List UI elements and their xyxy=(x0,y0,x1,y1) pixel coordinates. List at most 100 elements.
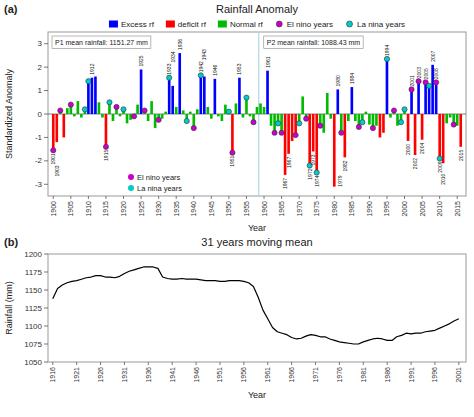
marker xyxy=(409,87,414,92)
x-tick xyxy=(363,362,364,365)
bar xyxy=(375,114,378,126)
bar xyxy=(259,103,262,114)
annotation: 1933 xyxy=(166,63,172,74)
marker xyxy=(304,116,309,121)
x-tick xyxy=(351,196,352,199)
annotation: 1953 xyxy=(236,63,242,74)
x-tick xyxy=(439,196,440,199)
y-tick-label: 1150 xyxy=(25,286,43,295)
x-tick-label: 1960 xyxy=(261,201,268,217)
bar xyxy=(94,77,97,114)
bar xyxy=(347,114,350,121)
x-tick xyxy=(411,362,412,365)
marker xyxy=(167,75,172,80)
x-tick-label: 1945 xyxy=(208,201,215,217)
legend-swatch xyxy=(109,21,118,28)
x-tick-label: 1986 xyxy=(384,367,391,383)
x-tick xyxy=(193,196,194,199)
x-tick-label: 1910 xyxy=(85,201,92,217)
annotation: 1984 xyxy=(349,73,355,84)
x-tick xyxy=(457,196,458,199)
marker xyxy=(297,121,302,126)
x-tick-label: 1921 xyxy=(73,367,80,383)
legend-label: Excess rf xyxy=(121,20,155,29)
x-tick-label: 2015 xyxy=(454,201,461,217)
bar xyxy=(136,105,139,114)
y-tick xyxy=(44,326,48,327)
x-tick xyxy=(291,362,292,365)
legend-label: El nino years xyxy=(287,20,333,29)
marker xyxy=(451,122,456,127)
marker xyxy=(416,79,421,84)
x-tick xyxy=(434,362,435,365)
legend: Excess rfdeficit rfNormal rfEl nino year… xyxy=(109,20,405,29)
bar xyxy=(442,114,445,163)
y-tick-label: 1175 xyxy=(25,268,43,277)
marker xyxy=(402,107,407,112)
key-label: El nino years xyxy=(137,173,181,182)
annotation: 2008 xyxy=(433,68,439,79)
x-tick xyxy=(172,362,173,365)
marker xyxy=(103,144,108,149)
y-axis-label: Rainfall (mm) xyxy=(4,281,14,335)
x-tick-label: 1915 xyxy=(102,201,109,217)
chart: -3-2-10123190019051910191519201925193019… xyxy=(0,0,474,417)
x-tick-label: 1926 xyxy=(97,367,104,383)
marker xyxy=(68,102,73,107)
bar xyxy=(164,112,167,114)
bar xyxy=(238,78,241,114)
bar xyxy=(301,96,304,114)
marker xyxy=(230,150,235,155)
plot-area xyxy=(48,32,466,196)
annotation: 1979 xyxy=(337,175,343,186)
y-tick xyxy=(44,43,48,44)
title: Rainfall Anomaly xyxy=(216,3,298,15)
x-tick-label: 1976 xyxy=(336,367,343,383)
marker xyxy=(356,124,361,129)
x-tick-label: 1936 xyxy=(145,367,152,383)
x-tick xyxy=(70,196,71,199)
marker xyxy=(51,148,56,153)
bar xyxy=(459,114,462,147)
y-tick-label: 3 xyxy=(38,39,43,48)
marker xyxy=(314,170,319,175)
x-tick xyxy=(100,362,101,365)
annotation: 2001 xyxy=(409,75,415,86)
annotation: 1974 xyxy=(314,175,320,186)
bar xyxy=(417,81,420,114)
annotation: 1901 xyxy=(50,153,56,164)
y-tick xyxy=(44,362,48,363)
annotation: 1994 xyxy=(384,45,390,56)
bar xyxy=(73,114,76,116)
x-tick-label: 1940 xyxy=(190,201,197,217)
x-tick xyxy=(422,196,423,199)
x-tick-label: 1966 xyxy=(288,367,295,383)
annotation: 1951 xyxy=(229,155,235,166)
x-tick xyxy=(219,362,220,365)
bar xyxy=(396,114,399,126)
marker xyxy=(131,114,136,119)
bar xyxy=(189,112,192,114)
annotation: 2004 xyxy=(419,143,425,154)
annotation: 1925 xyxy=(138,55,144,66)
x-tick xyxy=(315,362,316,365)
x-tick xyxy=(387,362,388,365)
bar xyxy=(199,75,202,114)
key-label: La nina years xyxy=(137,184,182,193)
y-tick-label: -1 xyxy=(35,133,43,142)
bar xyxy=(182,110,185,114)
x-tick-label: 1950 xyxy=(225,201,232,217)
marker xyxy=(391,108,396,113)
x-tick-label: 1946 xyxy=(193,367,200,383)
x-tick-label: 1985 xyxy=(348,201,355,217)
x-tick-label: 1971 xyxy=(312,367,319,383)
bar xyxy=(150,101,153,114)
marker xyxy=(86,79,91,84)
y-tick-label: -3 xyxy=(35,180,43,189)
x-axis-label: Year xyxy=(248,223,266,233)
x-tick-label: 2005 xyxy=(419,201,426,217)
bar xyxy=(207,107,210,114)
marker xyxy=(293,132,298,137)
x-tick xyxy=(176,196,177,199)
x-tick-label: 1951 xyxy=(216,367,223,383)
